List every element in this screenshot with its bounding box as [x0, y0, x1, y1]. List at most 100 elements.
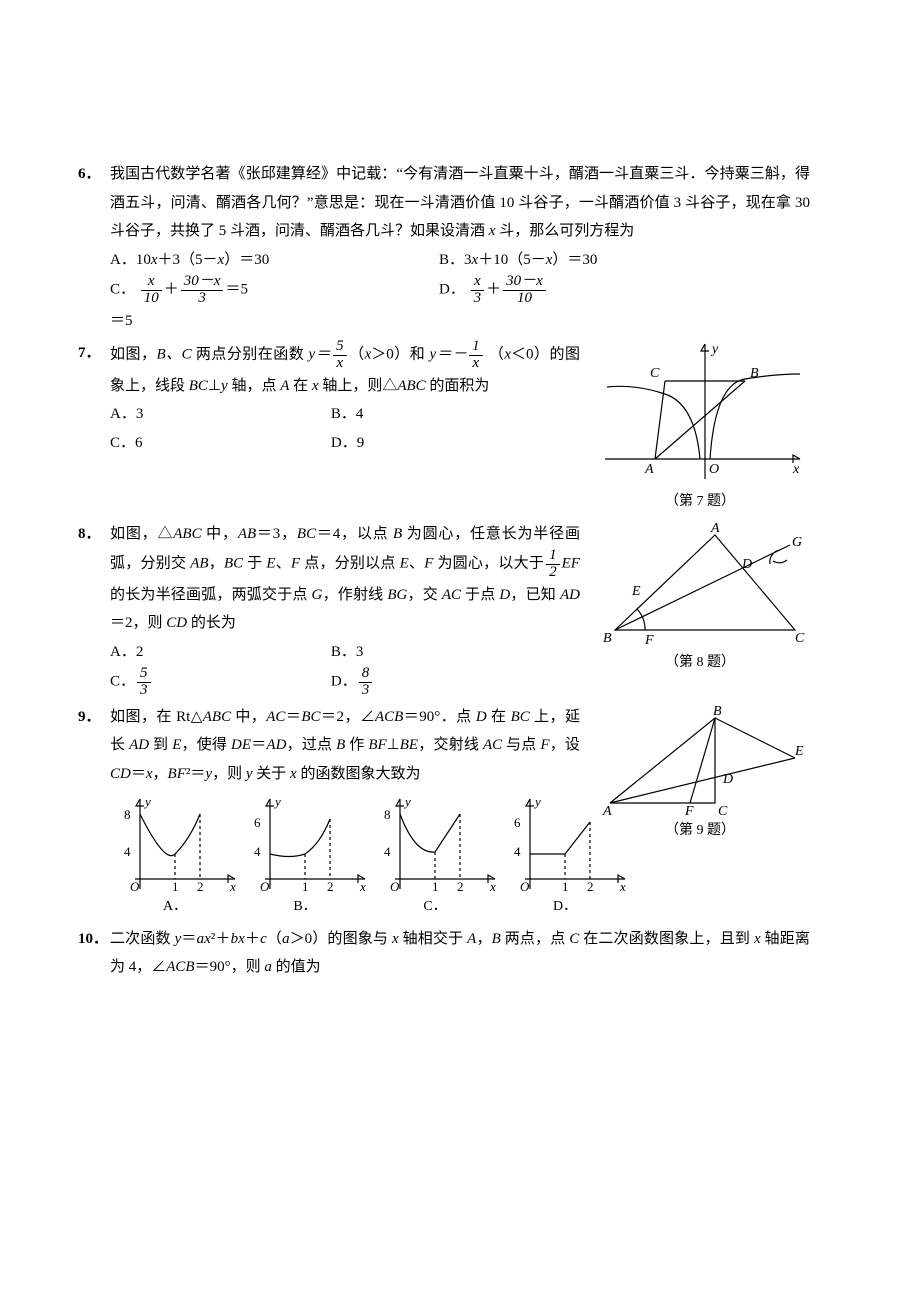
- frac: x10: [141, 274, 162, 307]
- frac: 53: [137, 666, 151, 699]
- F-label: F: [644, 633, 654, 648]
- abc: ABC: [397, 378, 425, 394]
- t: ＝3，: [256, 526, 297, 542]
- t: 的面积为: [426, 378, 490, 394]
- v: B: [393, 526, 402, 542]
- q9-number: 9．: [78, 703, 101, 732]
- v: BF: [368, 737, 386, 753]
- x: x: [392, 931, 399, 947]
- num: x: [471, 274, 485, 291]
- t: ，: [476, 931, 491, 947]
- text: B．3: [439, 252, 472, 268]
- d: 3: [359, 683, 373, 699]
- E: E: [794, 744, 804, 759]
- t: 如图，在 Rt△: [110, 709, 203, 725]
- v: E: [266, 556, 275, 572]
- t2: 2: [197, 879, 204, 894]
- q7-options: A．3 B．4 C．6 D．9: [110, 400, 580, 457]
- q8-number: 8．: [78, 520, 101, 549]
- bc: B、C: [156, 347, 191, 363]
- l: D．: [331, 674, 357, 690]
- q7-opt-d: D．9: [331, 429, 552, 458]
- t: ，则: [212, 766, 246, 782]
- y2: 4: [514, 844, 521, 859]
- text: ＋10（5－: [478, 252, 546, 268]
- q9-subplots: yxO8412 A． yxO6412 B． yxO8412 C． yxO6412…: [110, 794, 580, 921]
- question-6: 6． 我国古代数学名著《张邱建算经》中记载：“今有清酒一斗直粟十斗，醑酒一斗直粟…: [110, 160, 810, 335]
- frac: 30－x10: [503, 274, 546, 307]
- t: ＞0）和: [371, 347, 429, 363]
- C-label: C: [795, 631, 805, 646]
- t: 的长为半径画弧，两弧交于点: [110, 587, 312, 603]
- E-label: E: [631, 584, 641, 599]
- cap: D．: [500, 894, 630, 921]
- c: c: [260, 931, 267, 947]
- num: 30－x: [503, 274, 546, 291]
- q7-caption: （第 7 题）: [590, 489, 810, 516]
- n: 5: [333, 339, 347, 356]
- v: ABC: [203, 709, 231, 725]
- t: 两点，点: [501, 931, 569, 947]
- t: 、: [409, 556, 424, 572]
- t: 轴相交于: [399, 931, 467, 947]
- q6-opt-b: B．3x＋10（5－x）＝30: [439, 246, 768, 275]
- d: 2: [546, 565, 560, 581]
- t: 于: [243, 556, 266, 572]
- v: BF: [168, 766, 186, 782]
- y: y: [533, 794, 541, 809]
- O: O: [520, 879, 530, 894]
- t: ⊥: [208, 378, 221, 394]
- t: ＝: [251, 737, 266, 753]
- B-label: B: [603, 631, 612, 646]
- v: G: [312, 587, 323, 603]
- q7-number: 7．: [78, 339, 101, 368]
- v: BE: [400, 737, 418, 753]
- v: AD: [129, 737, 149, 753]
- q8-opt-d: D．83: [331, 666, 552, 699]
- x: x: [359, 879, 366, 894]
- v: x: [146, 766, 153, 782]
- A-label: A: [644, 462, 654, 477]
- t: 于点: [461, 587, 499, 603]
- t: ＝2，∠: [321, 709, 375, 725]
- y: y: [403, 794, 411, 809]
- text: ）＝30: [224, 252, 269, 268]
- num: x: [141, 274, 162, 291]
- cap: A．: [110, 894, 240, 921]
- v: B: [336, 737, 345, 753]
- a: A: [280, 378, 289, 394]
- frac: 83: [359, 666, 373, 699]
- t: ，过点: [286, 737, 336, 753]
- t: 中，: [202, 526, 238, 542]
- b: B: [492, 931, 501, 947]
- q9-subplot-d: yxO6412 D．: [500, 794, 630, 921]
- q6-stem: 我国古代数学名著《张邱建算经》中记载：“今有清酒一斗直粟十斗，醑酒一斗直粟三斗．…: [110, 160, 810, 246]
- D-label: D: [741, 557, 752, 572]
- t: ＝90°．点: [403, 709, 476, 725]
- x: x: [229, 879, 236, 894]
- v: F: [540, 737, 549, 753]
- t: 、: [276, 556, 291, 572]
- B-label: B: [750, 366, 759, 381]
- t: 与点: [502, 737, 540, 753]
- n: 1: [469, 339, 483, 356]
- q7-opt-c: C．6: [110, 429, 331, 458]
- x: x: [151, 252, 158, 268]
- q8-opt-b: B．3: [331, 638, 552, 667]
- D: D: [722, 772, 733, 787]
- v: AC: [483, 737, 502, 753]
- t: ＋: [215, 931, 230, 947]
- t: 的长为: [187, 615, 236, 631]
- t: 点，分别以点: [300, 556, 399, 572]
- y2: 4: [384, 844, 391, 859]
- t2: 2: [327, 879, 334, 894]
- x: x: [312, 378, 319, 394]
- t: ＝4，以点: [316, 526, 393, 542]
- O: O: [130, 879, 140, 894]
- y2: 4: [124, 844, 131, 859]
- x: x: [619, 879, 626, 894]
- C-label: C: [650, 366, 660, 381]
- v: E: [172, 737, 181, 753]
- den: 3: [471, 291, 485, 307]
- n: 5: [137, 666, 151, 683]
